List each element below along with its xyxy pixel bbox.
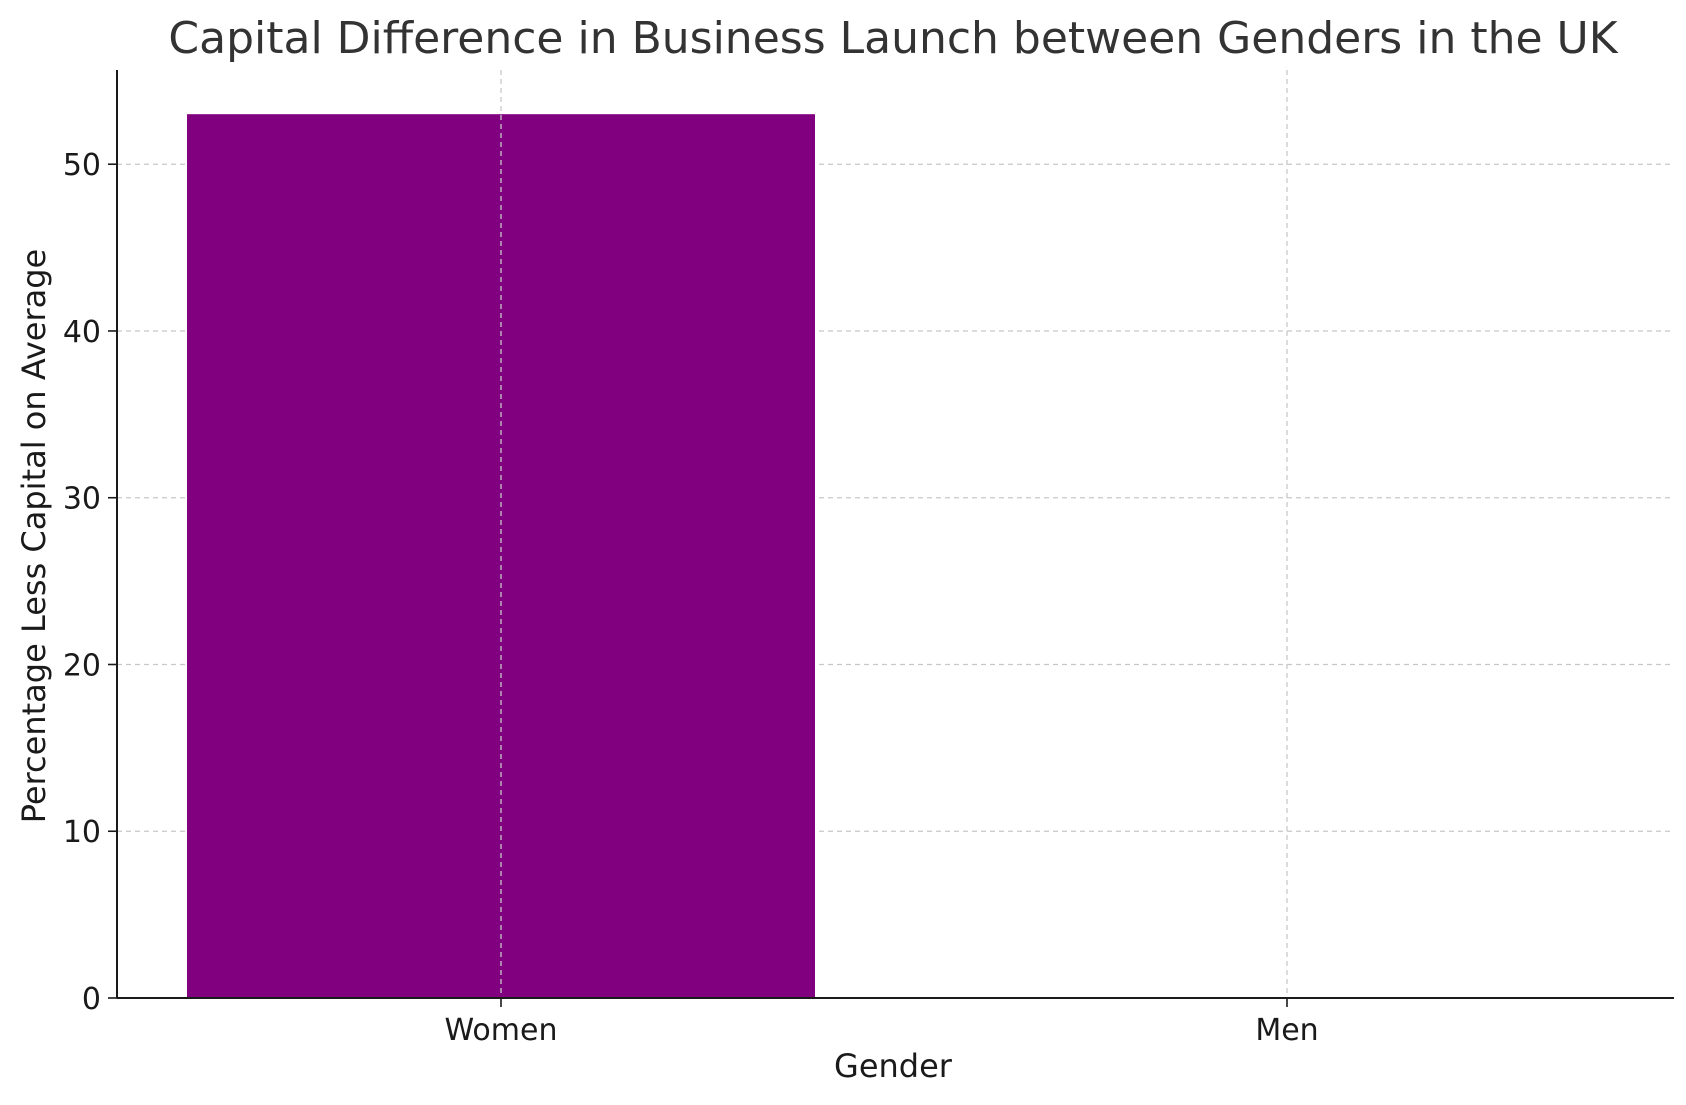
y-tick-label: 10	[63, 815, 101, 850]
y-tick-label: 30	[63, 482, 101, 517]
vertical-grid-lines	[500, 70, 1288, 998]
y-tick-label: 0	[82, 982, 101, 1017]
chart-title: Capital Difference in Business Launch be…	[168, 13, 1618, 64]
x-axis-label: Gender	[834, 1047, 953, 1085]
tick-labels: 0 10 20 30 40 50 Women Men	[63, 148, 1319, 1048]
y-axis-label: Percentage Less Capital on Average	[15, 249, 53, 823]
x-tick-label: Men	[1255, 1013, 1318, 1048]
y-tick-label: 50	[63, 148, 101, 183]
y-tick-label: 20	[63, 648, 101, 683]
x-tick-label: Women	[445, 1013, 558, 1048]
y-tick-label: 40	[63, 315, 101, 350]
grid-lines	[117, 163, 1674, 832]
axes	[108, 70, 1674, 1007]
